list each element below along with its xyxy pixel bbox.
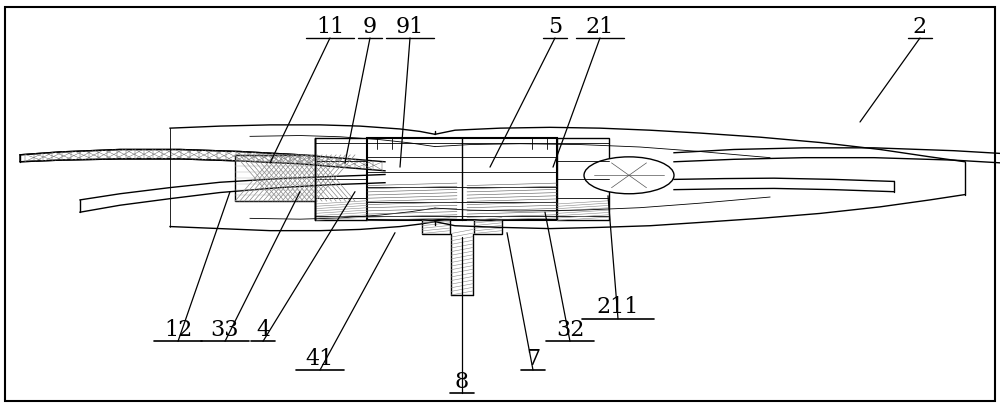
Text: 2: 2	[913, 16, 927, 38]
Text: 32: 32	[556, 318, 584, 340]
Text: 8: 8	[455, 370, 469, 392]
Text: 4: 4	[256, 318, 270, 340]
Bar	[422, 221, 450, 234]
FancyBboxPatch shape	[5, 8, 995, 401]
Polygon shape	[20, 150, 385, 171]
Text: 21: 21	[586, 16, 614, 38]
Text: 91: 91	[396, 16, 424, 38]
Text: 5: 5	[548, 16, 562, 38]
Bar	[367, 139, 557, 221]
Bar	[235, 155, 315, 202]
Text: 33: 33	[211, 318, 239, 340]
Text: 7: 7	[526, 347, 540, 369]
Text: 12: 12	[164, 318, 192, 340]
Circle shape	[584, 157, 674, 194]
Bar	[315, 139, 367, 221]
Text: 11: 11	[316, 16, 344, 38]
Text: 9: 9	[363, 16, 377, 38]
Text: 41: 41	[306, 347, 334, 369]
Bar	[474, 221, 502, 234]
Text: 211: 211	[597, 296, 639, 318]
Bar	[557, 139, 609, 221]
